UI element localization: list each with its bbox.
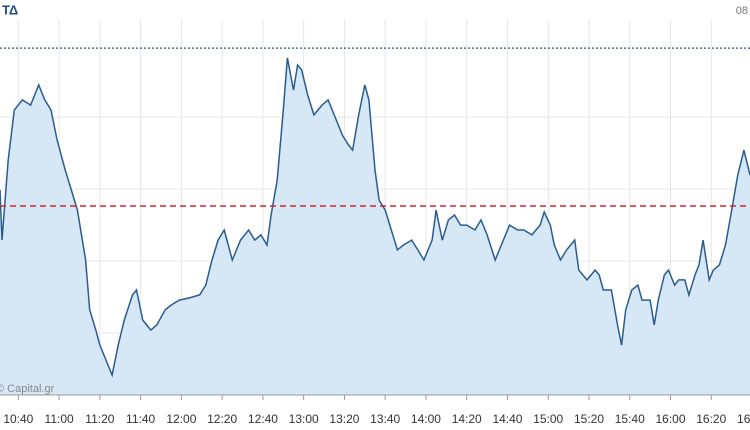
x-tick-label: 12:20 — [207, 412, 237, 426]
x-tick-label: 12:00 — [166, 412, 196, 426]
x-tick-label: 11:00 — [45, 412, 74, 426]
watermark: © Capital.gr — [0, 383, 55, 395]
header-label: ΤΔ — [2, 2, 18, 17]
area-fill — [0, 57, 750, 396]
x-tick-label: 16:00 — [656, 412, 686, 426]
price-line — [0, 57, 750, 378]
x-tick-label: 14:40 — [492, 412, 522, 426]
x-tick-label: 11:40 — [126, 412, 155, 426]
x-tick-label: 15:20 — [574, 412, 604, 426]
x-tick-label: 14:20 — [452, 412, 482, 426]
x-tick-label: 13:00 — [289, 412, 319, 426]
x-tick-label: 13:20 — [329, 412, 359, 426]
x-tick-label: 16:40 — [737, 412, 750, 426]
x-tick-label: 12:40 — [248, 412, 278, 426]
header-date: 08 — [736, 5, 748, 17]
x-tick-label: 15:00 — [533, 412, 563, 426]
x-tick-label: 16:20 — [696, 412, 726, 426]
x-tick-label: 13:40 — [370, 412, 400, 426]
x-tick-label: 11:20 — [85, 412, 114, 426]
x-tick-label: 10:40 — [3, 412, 33, 426]
x-tick-label: 14:00 — [411, 412, 441, 426]
x-tick-label: 15:40 — [615, 412, 645, 426]
